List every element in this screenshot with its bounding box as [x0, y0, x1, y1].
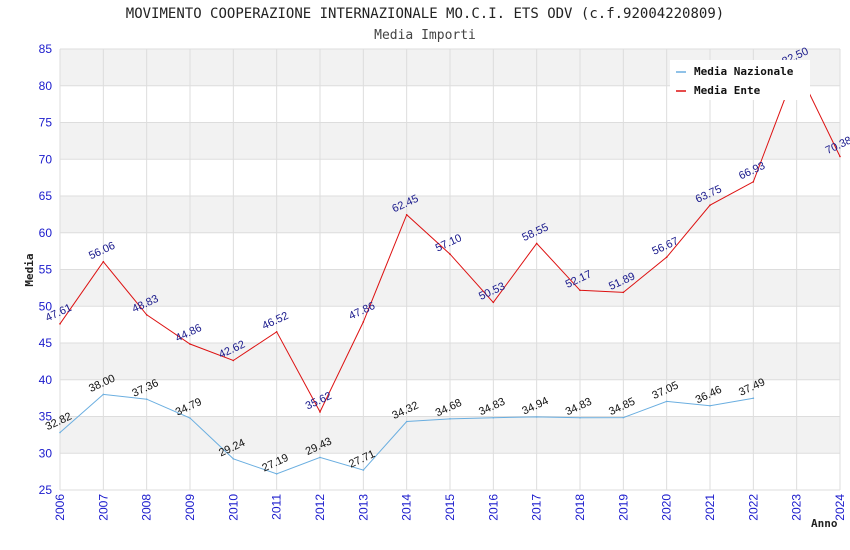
- data-label-media-ente: 46.52: [260, 310, 290, 333]
- data-label-media-nazionale: 34.85: [607, 396, 637, 419]
- data-point-media-ente: [709, 204, 711, 206]
- y-tick-label: 65: [39, 189, 53, 203]
- chart-title: MOVIMENTO COOPERAZIONE INTERNAZIONALE MO…: [126, 6, 724, 22]
- data-point-media-nazionale: [362, 469, 365, 471]
- x-tick-label: 2013: [356, 494, 370, 521]
- data-point-media-nazionale: [405, 420, 408, 423]
- x-tick-label: 2016: [486, 494, 500, 521]
- x-axis-ticks: 2006 2007 2008 2009 2010 2011 2012 2013 2014 2015…: [53, 494, 847, 521]
- x-axis-label: Anno: [811, 517, 838, 530]
- y-tick-label: 45: [39, 336, 53, 350]
- data-point-media-ente: [839, 155, 841, 158]
- x-tick-label: 2008: [140, 494, 154, 521]
- data-label-media-nazionale: 37.36: [130, 377, 160, 400]
- y-axis-label: Media: [23, 253, 36, 286]
- data-point-media-ente: [145, 314, 148, 316]
- y-tick-label: 80: [39, 79, 53, 93]
- data-point-media-ente: [622, 291, 625, 294]
- x-tick-label: 2011: [270, 494, 284, 520]
- x-tick-label: 2009: [183, 494, 197, 521]
- data-label-media-nazionale: 36.46: [694, 384, 724, 407]
- data-point-media-nazionale: [275, 473, 278, 475]
- y-tick-label: 70: [39, 152, 53, 166]
- data-point-media-ente: [752, 181, 755, 183]
- data-point-media-ente: [362, 321, 365, 323]
- x-tick-label: 2022: [746, 494, 760, 521]
- y-tick-label: 30: [39, 446, 53, 460]
- y-tick-label: 40: [39, 373, 53, 387]
- data-point-media-ente: [59, 323, 61, 325]
- data-label-media-nazionale: 34.83: [477, 396, 507, 419]
- data-label-media-ente: 56.06: [87, 240, 117, 263]
- data-point-media-nazionale: [622, 416, 625, 419]
- legend-box: [670, 60, 810, 100]
- data-point-media-nazionale: [102, 393, 105, 396]
- data-point-media-ente: [189, 343, 191, 345]
- data-point-media-nazionale: [59, 431, 61, 434]
- x-tick-label: 2019: [616, 494, 630, 521]
- data-point-media-ente: [232, 359, 235, 362]
- data-point-media-nazionale: [232, 458, 235, 460]
- legend: Media Nazionale Media Ente: [670, 60, 810, 100]
- data-label-media-nazionale: 37.05: [650, 379, 680, 402]
- y-tick-label: 25: [39, 483, 53, 497]
- data-point-media-nazionale: [709, 404, 711, 407]
- data-label-media-nazionale: 34.79: [174, 396, 204, 419]
- data-point-media-nazionale: [492, 416, 495, 419]
- data-point-media-nazionale: [449, 418, 451, 420]
- chart-subtitle: Media Importi: [374, 28, 476, 43]
- y-tick-label: 35: [39, 410, 53, 424]
- legend-label-media-ente: Media Ente: [694, 84, 761, 97]
- gridlines: [59, 48, 841, 491]
- data-label-media-nazionale: 27.19: [260, 452, 290, 475]
- data-label-media-nazionale: 34.83: [564, 396, 594, 419]
- data-point-media-nazionale: [665, 400, 668, 403]
- data-point-media-ente: [449, 253, 451, 255]
- y-tick-label: 50: [39, 299, 53, 313]
- data-label-media-ente: 66.93: [737, 160, 767, 183]
- data-point-media-ente: [665, 256, 668, 259]
- x-tick-label: 2024: [833, 494, 847, 521]
- data-label-media-nazionale: 34.94: [520, 395, 550, 418]
- x-tick-label: 2023: [790, 494, 804, 521]
- x-tick-label: 2017: [530, 494, 544, 521]
- y-tick-label: 60: [39, 226, 53, 240]
- data-point-media-ente: [535, 242, 538, 245]
- x-tick-label: 2014: [400, 494, 414, 521]
- y-tick-label: 55: [39, 263, 53, 277]
- data-point-media-ente: [579, 289, 581, 292]
- legend-label-media-nazionale: Media Nazionale: [694, 65, 794, 78]
- series-lines: [59, 66, 841, 475]
- x-tick-label: 2018: [573, 494, 587, 521]
- x-tick-label: 2007: [96, 494, 110, 521]
- x-tick-label: 2012: [313, 494, 327, 521]
- data-point-media-ente: [102, 260, 105, 263]
- y-tick-label: 85: [39, 42, 53, 56]
- data-point-media-nazionale: [535, 416, 538, 418]
- data-label-media-ente: 56.67: [650, 235, 680, 258]
- data-point-media-nazionale: [319, 456, 321, 459]
- x-tick-label: 2021: [703, 494, 717, 521]
- x-tick-label: 2010: [226, 494, 240, 521]
- y-axis-ticks: 25 30 35 40 45 50 55 60 65 70 75 80 85: [39, 42, 53, 497]
- data-label-media-ente: 44.86: [174, 322, 204, 345]
- x-tick-label: 2006: [53, 494, 67, 521]
- x-tick-label: 2015: [443, 494, 457, 521]
- x-tick-label: 2020: [660, 494, 674, 521]
- data-point-media-ente: [275, 331, 278, 333]
- data-label-media-ente: 57.10: [434, 232, 464, 255]
- data-point-media-nazionale: [189, 417, 191, 419]
- data-point-media-ente: [492, 301, 495, 304]
- data-point-media-ente: [319, 411, 321, 413]
- y-tick-label: 75: [39, 116, 53, 130]
- data-point-media-nazionale: [752, 397, 755, 399]
- data-point-media-nazionale: [145, 398, 148, 400]
- data-point-media-nazionale: [579, 416, 581, 419]
- data-point-media-ente: [405, 213, 408, 216]
